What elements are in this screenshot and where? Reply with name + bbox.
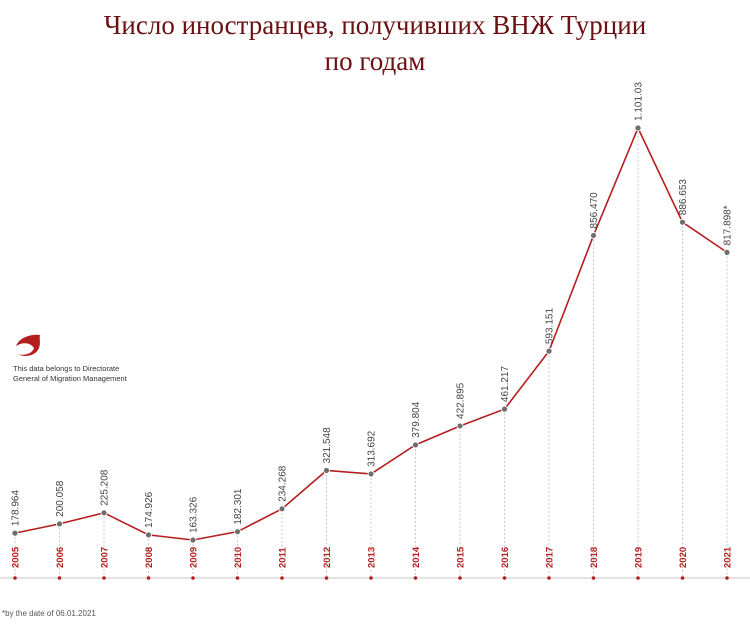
axis-tick-dot — [502, 576, 507, 580]
data-label: 234.268 — [278, 465, 289, 502]
brand-block: This data belongs to Directorate General… — [12, 332, 212, 383]
x-tick-label: 2005 — [11, 546, 22, 568]
axis-tick-dot — [146, 576, 151, 580]
axis-tick-dot — [369, 576, 373, 580]
x-tick-label: 2009 — [189, 547, 200, 568]
footnote: *by the date of 06.01.2021 — [2, 609, 96, 618]
x-tick-label: 2006 — [55, 547, 66, 568]
axis-tick-dot — [591, 576, 596, 580]
data-label: 178.964 — [11, 490, 22, 527]
data-label: 200.058 — [55, 480, 66, 517]
data-point — [723, 249, 731, 256]
data-label: 313.692 — [367, 430, 378, 467]
data-source-note: This data belongs to Directorate General… — [13, 364, 127, 383]
data-point — [323, 467, 330, 474]
data-point — [412, 441, 419, 449]
axis-tick-dot — [280, 576, 284, 580]
axis-tick-dot — [725, 576, 729, 580]
data-label: 379.804 — [411, 401, 422, 438]
data-point — [679, 218, 686, 226]
data-point — [634, 124, 642, 132]
x-tick-label: 2015 — [456, 546, 467, 568]
axis-tick-dot — [458, 576, 462, 580]
axis-tick-dot — [235, 576, 240, 580]
data-point — [56, 520, 63, 528]
x-tick-label: 2017 — [545, 547, 556, 568]
data-point — [367, 470, 375, 478]
axis-tick-dot — [102, 576, 106, 580]
axis-tick-dot — [13, 576, 17, 580]
data-point — [456, 422, 464, 430]
chart-title-line2: по годам — [324, 46, 426, 76]
axis-tick-dot — [57, 576, 62, 580]
x-tick-label: 2010 — [233, 547, 244, 568]
axis-tick-dot — [636, 576, 640, 580]
x-tick-label: 2020 — [678, 547, 689, 568]
axis-tick-dot — [191, 576, 195, 580]
data-label: 182.301 — [233, 488, 244, 525]
x-tick-label: 2012 — [322, 547, 333, 568]
data-label: 225.208 — [100, 469, 111, 506]
data-label: 163.326 — [189, 496, 200, 533]
data-point — [501, 405, 508, 413]
data-label: 461.217 — [500, 366, 511, 403]
data-label: 817.898* — [723, 205, 734, 245]
data-label: 886.653 — [678, 179, 689, 216]
x-tick-label: 2016 — [500, 547, 511, 568]
axis-tick-dot — [547, 576, 551, 580]
x-tick-label: 2007 — [100, 547, 111, 568]
data-point — [545, 347, 553, 355]
x-tick-label: 2021 — [723, 546, 734, 568]
data-point — [590, 232, 597, 239]
x-tick-label: 2014 — [411, 546, 422, 568]
x-tick-label: 2019 — [634, 547, 645, 568]
x-tick-label: 2011 — [278, 547, 289, 568]
data-point — [145, 531, 152, 539]
data-label: 1.101.03 — [634, 82, 645, 121]
data-point — [189, 536, 197, 544]
data-point — [234, 528, 241, 536]
x-tick-label: 2018 — [589, 547, 600, 568]
data-label: 856.470 — [589, 192, 600, 229]
axis-tick-dot — [413, 576, 418, 580]
crescent-logo-icon — [16, 334, 40, 356]
chart-title-line1: Число иностранцев, получивших ВНЖ Турции — [103, 10, 647, 40]
data-label: 593.151 — [545, 308, 556, 345]
data-label: 321.548 — [322, 427, 333, 464]
axis-tick-dot — [680, 576, 685, 580]
x-tick-label: 2008 — [144, 547, 155, 568]
axis-tick-dot — [324, 576, 329, 580]
data-label: 174.926 — [144, 491, 155, 528]
data-point — [11, 529, 19, 537]
data-label: 422.895 — [456, 382, 467, 419]
x-tick-label: 2013 — [367, 547, 378, 568]
data-point — [100, 509, 108, 517]
data-point — [278, 505, 286, 513]
